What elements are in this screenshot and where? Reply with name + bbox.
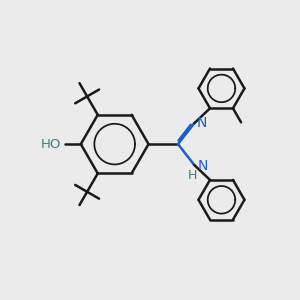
Text: H: H: [188, 169, 197, 182]
Text: HO: HO: [41, 138, 61, 151]
Text: N: N: [196, 116, 207, 130]
Text: N: N: [197, 160, 208, 173]
